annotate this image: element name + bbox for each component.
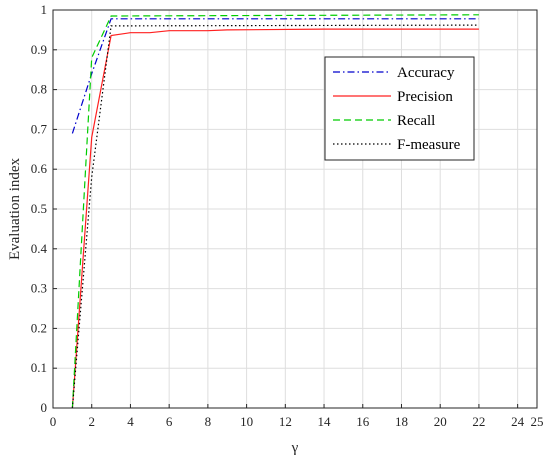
y-axis-ticks: 0 0.1 0.2 0.3 0.4 0.5 0.6 0.7 0.8 0.9 1 xyxy=(31,2,57,415)
legend-label-accuracy: Accuracy xyxy=(397,65,455,81)
series-line-precision xyxy=(71,28,479,409)
x-tick-label: 2 xyxy=(88,414,95,429)
plot-frame xyxy=(52,9,538,409)
x-tick-label: 14 xyxy=(318,414,332,429)
x-tick-label: 18 xyxy=(395,414,408,429)
legend-label-f-measure: F-measure xyxy=(397,137,461,153)
y-tick-label: 0.5 xyxy=(31,201,47,216)
y-tick-label: 0.7 xyxy=(31,121,48,136)
legend-box xyxy=(324,56,475,161)
x-tick-label: 20 xyxy=(434,414,447,429)
y-tick-label: 0 xyxy=(41,400,48,415)
y-tick-label: 0.2 xyxy=(31,320,47,335)
legend: Accuracy Precision Recall F-measure xyxy=(324,56,475,161)
x-axis-ticks: 0 2 4 6 8 10 12 14 16 18 20 22 24 25 xyxy=(50,404,544,429)
x-axis-label: γ xyxy=(291,440,299,456)
series-line-accuracy xyxy=(71,18,479,134)
y-tick-label: 0.9 xyxy=(31,42,47,57)
x-tick-label: 6 xyxy=(166,414,173,429)
y-tick-label: 0.8 xyxy=(31,82,47,97)
x-tick-label: 0 xyxy=(50,414,57,429)
y-tick-label: 0.6 xyxy=(31,161,48,176)
legend-label-precision: Precision xyxy=(397,89,453,105)
x-tick-label: 4 xyxy=(127,414,134,429)
legend-label-recall: Recall xyxy=(397,113,435,129)
y-tick-label: 1 xyxy=(41,2,48,17)
y-tick-label: 0.4 xyxy=(31,241,48,256)
series-lines xyxy=(71,14,479,409)
x-tick-label: 22 xyxy=(472,414,485,429)
x-tick-label: 10 xyxy=(240,414,253,429)
x-tick-label: 25 xyxy=(531,414,544,429)
x-tick-label: 24 xyxy=(511,414,525,429)
x-tick-label: 16 xyxy=(356,414,370,429)
x-tick-label: 8 xyxy=(205,414,212,429)
y-axis-label: Evaluation index xyxy=(7,157,23,260)
y-tick-label: 0.3 xyxy=(31,281,47,296)
y-tick-label: 0.1 xyxy=(31,360,47,375)
x-tick-label: 12 xyxy=(279,414,292,429)
series-line-f-measure xyxy=(71,24,479,409)
